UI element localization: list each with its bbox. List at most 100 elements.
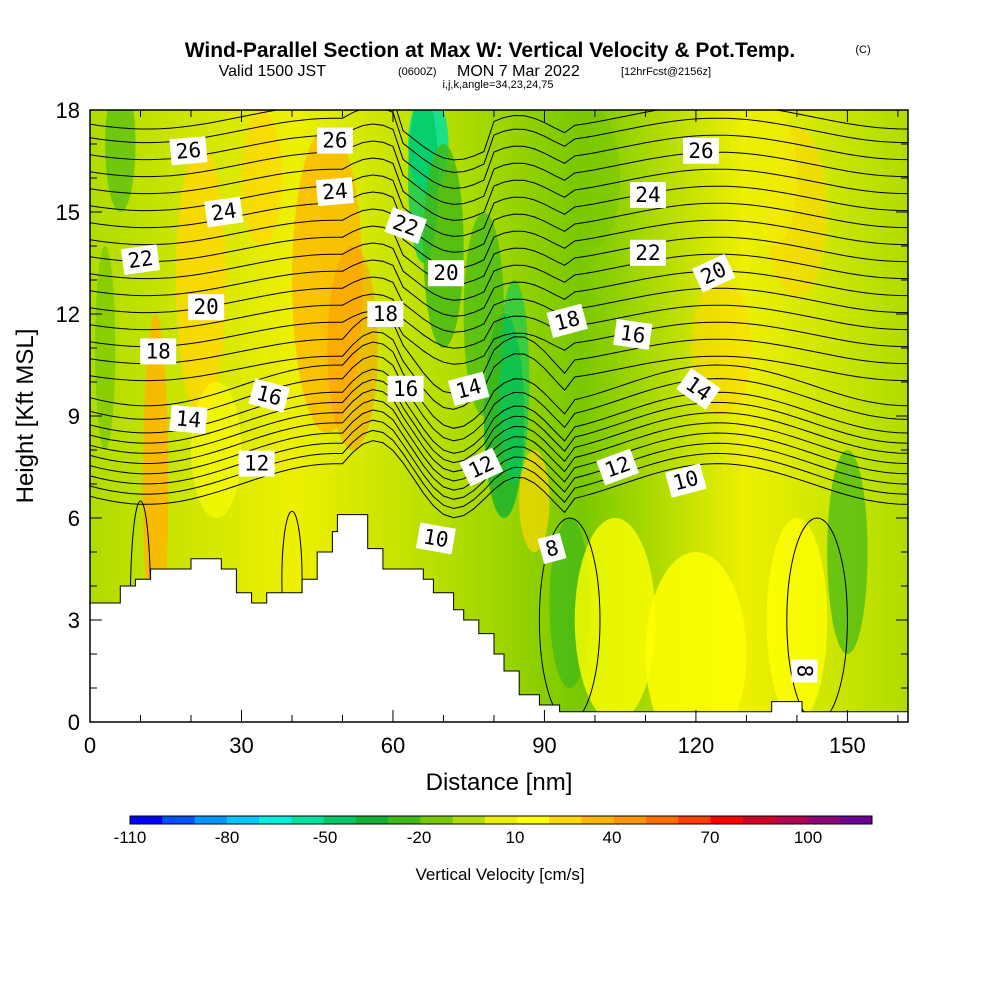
contour-label-text: 26 bbox=[175, 138, 202, 164]
theta-contour-line bbox=[90, 110, 908, 161]
contour-label: 24 bbox=[315, 177, 354, 207]
contour-label-text: 12 bbox=[244, 452, 269, 476]
y-tick-label: 15 bbox=[56, 200, 80, 225]
x-tick-label: 30 bbox=[229, 733, 253, 758]
x-tick-label: 120 bbox=[678, 733, 715, 758]
contour-label-box bbox=[367, 301, 404, 327]
contour-label-box bbox=[315, 177, 354, 207]
contour-label-text: 22 bbox=[126, 246, 154, 273]
theta-contour-line bbox=[90, 368, 908, 454]
colorbar-swatch bbox=[775, 816, 808, 824]
contour-label: 10 bbox=[415, 522, 456, 555]
theta-contour-line bbox=[90, 378, 908, 464]
colorbar-title: Vertical Velocity [cm/s] bbox=[415, 865, 584, 884]
y-tick-label: 0 bbox=[68, 710, 80, 735]
contour-label-text: 8 bbox=[792, 665, 816, 678]
contour-label: 10 bbox=[665, 463, 707, 498]
colorbar-label: -80 bbox=[215, 828, 240, 847]
theta-contour-line bbox=[90, 331, 908, 410]
colorbar-swatch bbox=[613, 816, 647, 824]
colorbar-swatch bbox=[259, 816, 292, 824]
velocity-blob bbox=[463, 212, 505, 416]
contour-label-box bbox=[691, 253, 736, 293]
colorbar-swatch bbox=[710, 816, 744, 824]
subtitle-valid: Valid 1500 JST bbox=[219, 63, 327, 80]
colorbar-label: 70 bbox=[701, 828, 720, 847]
contour-label-box bbox=[387, 375, 424, 402]
velocity-blob bbox=[519, 450, 550, 552]
x-tick-label: 0 bbox=[84, 733, 96, 758]
colorbar-swatch bbox=[678, 816, 712, 824]
theta-contours bbox=[90, 110, 908, 722]
contour-label: 18 bbox=[367, 301, 404, 327]
contour-label-box bbox=[188, 294, 225, 321]
colorbar-swatch bbox=[484, 816, 518, 824]
subtitle-grid-indices: i,j,k,angle=34,23,24,75 bbox=[442, 79, 553, 91]
contour-label: 20 bbox=[427, 260, 464, 287]
contour-label-text: 24 bbox=[635, 183, 660, 207]
contour-label-box bbox=[629, 182, 666, 208]
theta-contour-line bbox=[90, 157, 908, 221]
contour-label-text: 14 bbox=[175, 406, 202, 432]
contour-label-text: 18 bbox=[373, 302, 398, 326]
theta-contour-line bbox=[90, 429, 908, 510]
contour-label: 16 bbox=[613, 319, 653, 350]
contour-label-text: 24 bbox=[210, 198, 238, 225]
velocity-field bbox=[90, 110, 908, 722]
velocity-blob bbox=[175, 144, 227, 416]
contour-label: 12 bbox=[238, 450, 275, 477]
colorbar-swatch bbox=[226, 816, 260, 824]
velocity-blob bbox=[95, 246, 116, 450]
contour-label: 22 bbox=[120, 244, 161, 275]
theta-contour-loop bbox=[538, 517, 601, 722]
contour-label-text: 18 bbox=[146, 339, 171, 363]
colorbar: -110 -80 -50 -20 10 40 70 100 bbox=[114, 815, 873, 847]
contour-label-text: 24 bbox=[321, 179, 348, 205]
theta-contour-line bbox=[90, 259, 908, 317]
contour-label: 22 bbox=[629, 239, 666, 266]
theta-contour-line bbox=[90, 314, 908, 394]
theta-contour-line bbox=[90, 341, 908, 429]
colorbar-swatch bbox=[194, 816, 228, 824]
contour-label: 16 bbox=[248, 378, 291, 413]
colorbar-frame bbox=[129, 815, 873, 825]
contour-label-text: 16 bbox=[619, 321, 647, 348]
velocity-blob bbox=[827, 450, 868, 654]
contour-label: 14 bbox=[169, 404, 208, 434]
theta-contour-line bbox=[90, 389, 908, 473]
colorbar-swatch bbox=[323, 816, 357, 824]
x-tick-label: 60 bbox=[381, 733, 405, 758]
theta-contour-line bbox=[90, 110, 908, 173]
velocity-blobs bbox=[95, 110, 868, 722]
y-tick-label: 9 bbox=[68, 404, 80, 429]
theta-contour-line bbox=[90, 225, 908, 285]
contour-label-box bbox=[415, 522, 456, 555]
colorbar-label: -50 bbox=[313, 828, 338, 847]
velocity-blob bbox=[241, 110, 282, 246]
velocity-blob bbox=[498, 280, 530, 484]
contour-label-box bbox=[537, 533, 567, 565]
x-axis: 0 30 60 90 120 150 bbox=[84, 110, 899, 758]
velocity-blob bbox=[569, 110, 621, 246]
contour-label-box bbox=[613, 319, 653, 350]
colorbar-swatch bbox=[517, 816, 550, 824]
contour-label: 18 bbox=[546, 303, 588, 339]
colorbar-swatch bbox=[839, 816, 873, 824]
velocity-blob bbox=[766, 518, 828, 722]
colorbar-swatch bbox=[807, 816, 841, 824]
contour-label: 24 bbox=[629, 182, 666, 208]
contour-label: 20 bbox=[188, 294, 225, 321]
colorbar-swatch bbox=[388, 816, 421, 824]
theta-contour-line bbox=[90, 208, 908, 269]
contour-label-box bbox=[665, 463, 707, 498]
y-axis: 0 3 6 9 12 15 18 bbox=[56, 98, 908, 735]
colorbar-label: -20 bbox=[407, 828, 432, 847]
contour-label: 18 bbox=[140, 338, 177, 365]
contour-label: 24 bbox=[204, 196, 244, 228]
theta-contour-line bbox=[90, 242, 908, 301]
colorbar-swatch bbox=[420, 816, 454, 824]
colorbar-label: 10 bbox=[506, 828, 525, 847]
velocity-blob bbox=[105, 110, 136, 212]
